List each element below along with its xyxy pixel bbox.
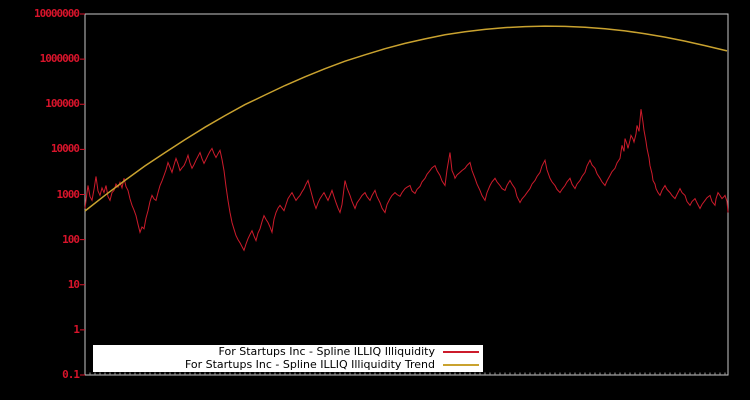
y-axis-tick-label: 1 — [73, 322, 80, 336]
legend-label-illiquidity: For Startups Inc - Spline ILLIQ Illiquid… — [218, 345, 435, 358]
illiquidity-trend-line — [84, 25, 728, 212]
y-axis-tick-label: 10000 — [50, 142, 80, 156]
legend-line-swatch-illiquidity — [443, 351, 479, 353]
y-axis-tick-label: 100 — [62, 232, 80, 246]
y-axis-tick-label: 10000000 — [34, 7, 80, 20]
y-axis-tick-label: 100000 — [45, 97, 80, 111]
y-axis-tick-label: 1000 — [56, 187, 81, 201]
y-axis-tick-label: 10 — [67, 277, 80, 291]
illiquidity-series-line — [84, 109, 729, 252]
legend-label-trend: For Startups Inc - Spline ILLIQ Illiquid… — [184, 358, 435, 371]
y-axis-tick-label: 0.1 — [62, 368, 80, 381]
legend-line-swatch-trend — [443, 364, 479, 366]
y-axis-tick-label: 1000000 — [39, 52, 80, 66]
legend-row-trend: For Startups Inc - Spline ILLIQ Illiquid… — [93, 359, 483, 372]
legend: For Startups Inc - Spline ILLIQ Illiquid… — [93, 345, 483, 372]
legend-row-illiquidity: For Startups Inc - Spline ILLIQ Illiquid… — [93, 346, 483, 359]
plot-frame — [84, 13, 729, 376]
